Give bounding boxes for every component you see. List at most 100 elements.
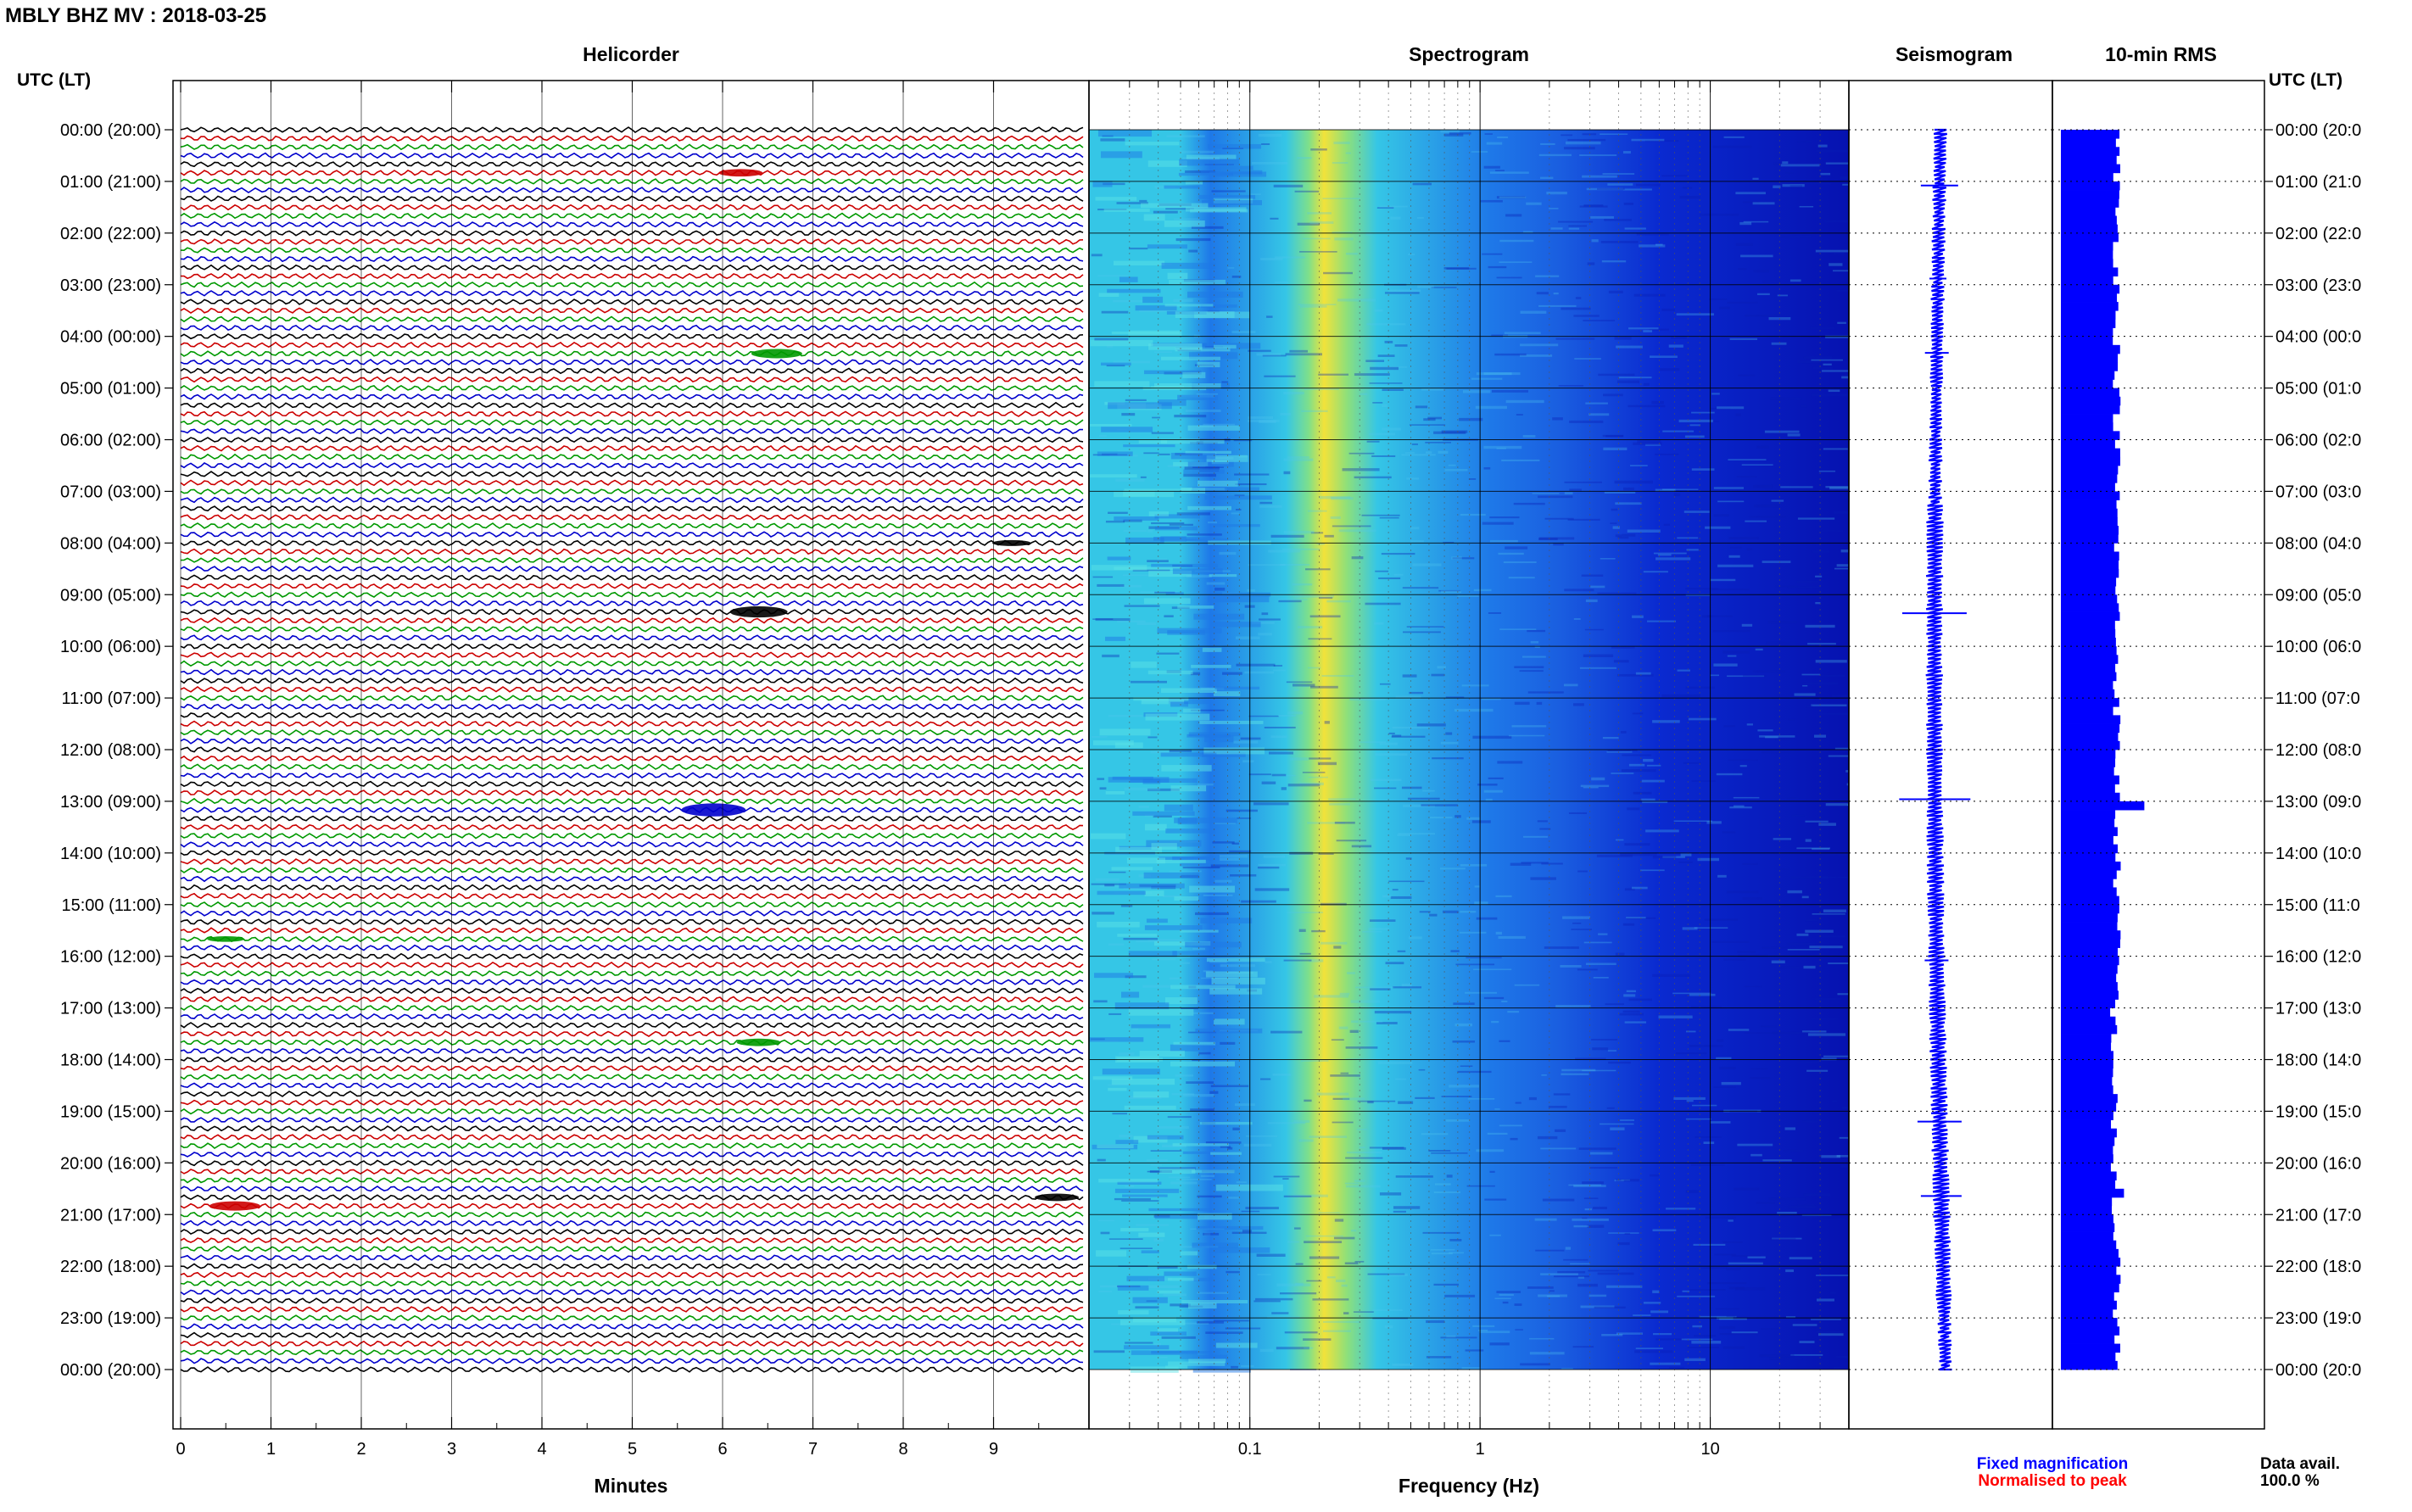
spectro-texture [1240, 737, 1261, 740]
rms-bar [2061, 646, 2117, 656]
spectro-texture [1765, 736, 1778, 739]
spectro-texture [1805, 820, 1829, 823]
spectro-texture [1700, 213, 1739, 216]
spectro-texture [1652, 1290, 1660, 1293]
spectro-texture [1489, 516, 1520, 519]
rms-bar [2061, 499, 2117, 510]
spectrogram-xlabel: Frequency (Hz) [1399, 1475, 1539, 1497]
spectro-texture [1462, 390, 1491, 393]
rms-bar [2061, 723, 2120, 734]
spectro-texture [1281, 548, 1320, 550]
time-label-right: 05:00 (01:0 [2275, 380, 2361, 399]
spectro-texture [1641, 779, 1665, 783]
spectro-texture [1250, 193, 1261, 195]
helicorder-xlabel: Minutes [595, 1475, 668, 1497]
spectro-texture [1234, 473, 1270, 476]
spectrogram-tick-label: 0.1 [1238, 1440, 1262, 1459]
spectro-texture [1124, 605, 1160, 607]
spectro-texture [1547, 1295, 1561, 1297]
spectro-texture [1622, 533, 1636, 537]
spectro-texture [1728, 537, 1759, 539]
spectro-texture [1124, 787, 1160, 791]
spectro-texture [1836, 564, 1849, 567]
spectro-texture [1338, 529, 1376, 533]
spectro-texture [1472, 1325, 1495, 1327]
spectro-texture [1365, 360, 1385, 362]
spectro-texture [1323, 1320, 1360, 1323]
spectro-texture [1376, 1022, 1398, 1024]
spectro-texture [1645, 829, 1679, 833]
spectro-texture [1260, 258, 1283, 261]
spectro-lowfreq [1095, 197, 1137, 201]
spectro-texture [1280, 412, 1291, 416]
spectro-texture [1806, 705, 1813, 708]
spectro-texture [1431, 673, 1445, 677]
spectro-texture [1830, 1292, 1837, 1294]
spectro-texture [1710, 578, 1736, 582]
time-label-left: 22:00 (18:00) [60, 1258, 161, 1276]
spectro-texture [1727, 301, 1758, 304]
spectro-texture [1777, 294, 1788, 297]
spectro-texture [1777, 904, 1789, 907]
rms-bar [2061, 319, 2116, 328]
spectro-texture [1136, 940, 1160, 943]
spectro-texture [1544, 946, 1579, 949]
spectro-texture [1191, 226, 1224, 229]
spectro-texture [1755, 648, 1763, 651]
spectro-texture [1409, 691, 1424, 695]
spectro-texture [1666, 1208, 1696, 1210]
spectro-texture [1496, 447, 1506, 449]
spectro-texture [1536, 292, 1549, 295]
spectro-texture [1691, 780, 1716, 782]
spectro-texture [1287, 1241, 1300, 1243]
spectro-texture [1834, 511, 1849, 514]
spectro-texture [1173, 218, 1200, 220]
spectro-lowfreq [1114, 1188, 1180, 1193]
spectro-texture [1499, 1124, 1522, 1127]
spectro-texture [1306, 1280, 1322, 1282]
rms-bar [2061, 887, 2117, 896]
spectro-lowfreq [1189, 885, 1235, 893]
spectro-texture [1412, 563, 1442, 566]
spectro-texture [1440, 868, 1466, 870]
spectro-lowfreq [1114, 1002, 1170, 1010]
spectro-texture [1125, 399, 1147, 401]
spectro-texture [1273, 669, 1286, 672]
spectro-texture [1660, 368, 1680, 371]
spectro-texture [1726, 1315, 1736, 1318]
spectro-texture [1771, 960, 1785, 964]
spectro-lowfreq [1186, 154, 1237, 159]
spectro-texture [1615, 839, 1624, 841]
spectro-texture [1152, 416, 1160, 419]
spectro-lowfreq [1131, 1024, 1171, 1029]
spectro-texture [1344, 1182, 1359, 1185]
spectro-texture [1233, 439, 1253, 442]
spectro-lowfreq [1092, 181, 1113, 187]
time-label-right: 18:00 (14:0 [2275, 1052, 2361, 1070]
spectro-texture [1475, 405, 1508, 410]
spectro-texture [1301, 1060, 1329, 1062]
time-label-left: 01:00 (21:00) [60, 173, 161, 192]
spectro-lowfreq [1144, 370, 1202, 375]
rms-bar [2061, 1068, 2113, 1078]
spectro-texture [1333, 946, 1342, 949]
spectro-texture [1427, 416, 1442, 420]
rms-bar [2061, 259, 2113, 268]
spectro-texture [1812, 366, 1833, 370]
spectro-lowfreq [1172, 951, 1211, 956]
spectro-texture [1210, 1085, 1249, 1087]
rms-bar [2061, 1034, 2112, 1043]
spectro-lowfreq [1211, 977, 1265, 985]
spectro-texture [1293, 689, 1299, 691]
spectro-texture [1119, 584, 1142, 588]
spectro-texture [1147, 736, 1158, 739]
spectro-texture [1476, 1149, 1505, 1152]
spectro-texture [1286, 681, 1313, 683]
time-label-left: 14:00 (10:00) [60, 845, 161, 863]
rms-bar [2061, 1085, 2113, 1095]
spectro-lowfreq [1090, 339, 1153, 347]
spectro-texture [1722, 1241, 1743, 1243]
spectro-texture [1775, 739, 1792, 741]
spectro-texture [1713, 487, 1745, 489]
spectro-texture [1840, 1164, 1849, 1168]
